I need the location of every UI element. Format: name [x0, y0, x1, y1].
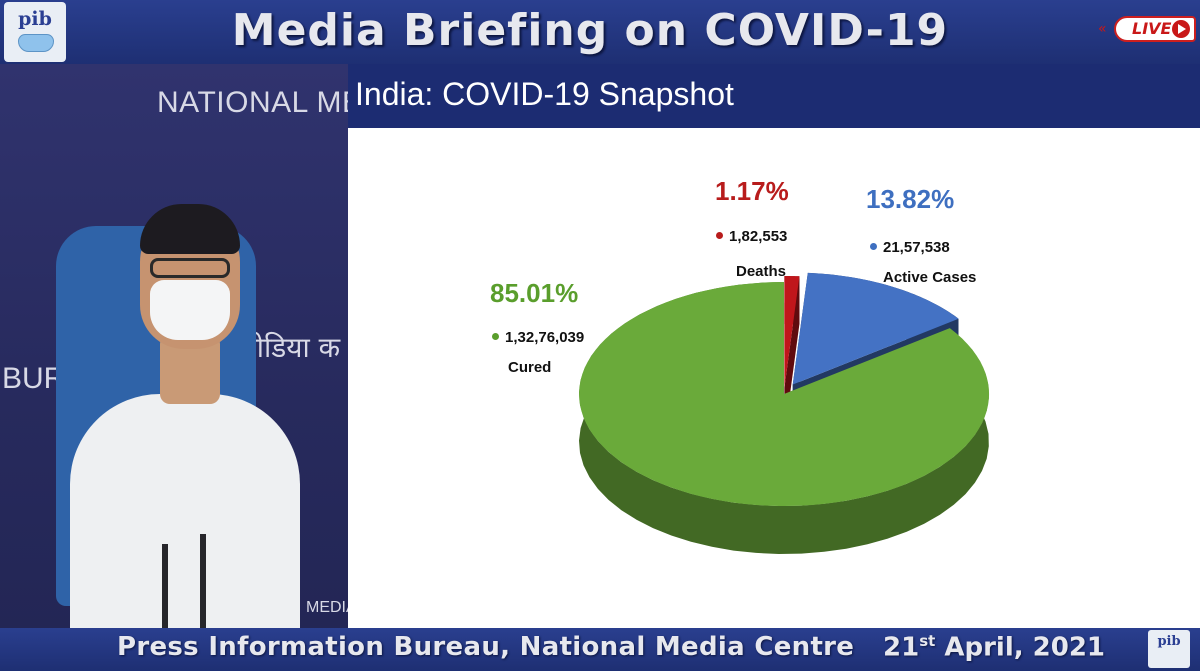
microphone: [200, 534, 206, 628]
footer-date-day: 21: [883, 632, 920, 663]
live-label: LIVE: [1132, 19, 1172, 38]
active-category-label: Active Cases: [883, 269, 977, 286]
active-value: 21,57,538: [883, 239, 950, 256]
cured-value: 1,32,76,039: [505, 329, 585, 346]
backdrop-text-3: MEDIA: [306, 599, 348, 616]
backdrop-hindi-text: मीडिया क: [240, 331, 341, 364]
pib-logo: pib: [4, 2, 66, 62]
backdrop-text: NATIONAL MEDIA: [157, 86, 348, 119]
logo-text: pib: [18, 8, 52, 30]
deaths-bullet-icon: [716, 231, 723, 239]
live-badge: LIVE: [1114, 16, 1196, 42]
top-banner: pib Media Briefing on COVID-19 « LIVE: [0, 0, 1200, 64]
signal-icon: «: [1098, 21, 1107, 37]
pie-slice-active-cases: [792, 272, 959, 385]
deaths-percent-label: 1.17%: [715, 176, 789, 206]
speaker-video: NATIONAL MEDIA मीडिया क BURE MEDIA: [0, 64, 348, 628]
logo-small-text: pib: [1157, 634, 1181, 649]
play-icon: [1172, 20, 1190, 38]
active-bullet-icon: [870, 242, 877, 250]
footer-date-rest: April, 2021: [935, 632, 1106, 663]
pie-slice-deaths: [784, 276, 800, 389]
chart-title: India: COVID-19 Snapshot: [355, 76, 734, 112]
pie-slice-cured: [579, 282, 990, 506]
chart-header: India: COVID-19 Snapshot: [348, 64, 1200, 128]
deaths-category-label: Deaths: [736, 263, 787, 280]
page-title: Media Briefing on COVID-19: [231, 5, 949, 56]
speaker-mask: [150, 280, 230, 340]
cured-percent-label: 85.01%: [490, 278, 579, 308]
cured-bullet-icon: [492, 332, 499, 340]
footer-banner: Press Information Bureau, National Media…: [0, 628, 1200, 671]
mask-icon: [18, 34, 54, 52]
speaker-hair: [140, 204, 240, 254]
speaker-glasses: [150, 258, 230, 278]
footer-text: Press Information Bureau, National Media…: [117, 632, 855, 662]
deaths-value: 1,82,553: [729, 228, 788, 245]
cured-value-label: 1,32,76,039: [492, 329, 584, 346]
pie-chart: [579, 272, 990, 554]
active-value-label: 21,57,538: [870, 239, 950, 256]
pib-logo-small: pib: [1148, 630, 1190, 668]
speaker-body: [70, 394, 300, 628]
microphone: [162, 544, 168, 628]
footer-date-suffix: st: [919, 632, 936, 650]
chart-panel: 85.01% 1,32,76,039 Cured 1.17% 1,82,553 …: [348, 128, 1200, 628]
active-percent-label: 13.82%: [866, 184, 955, 214]
cured-category-label: Cured: [508, 359, 552, 376]
footer-date: 21st April, 2021: [883, 632, 1105, 663]
deaths-value-label: 1,82,553: [716, 228, 787, 245]
